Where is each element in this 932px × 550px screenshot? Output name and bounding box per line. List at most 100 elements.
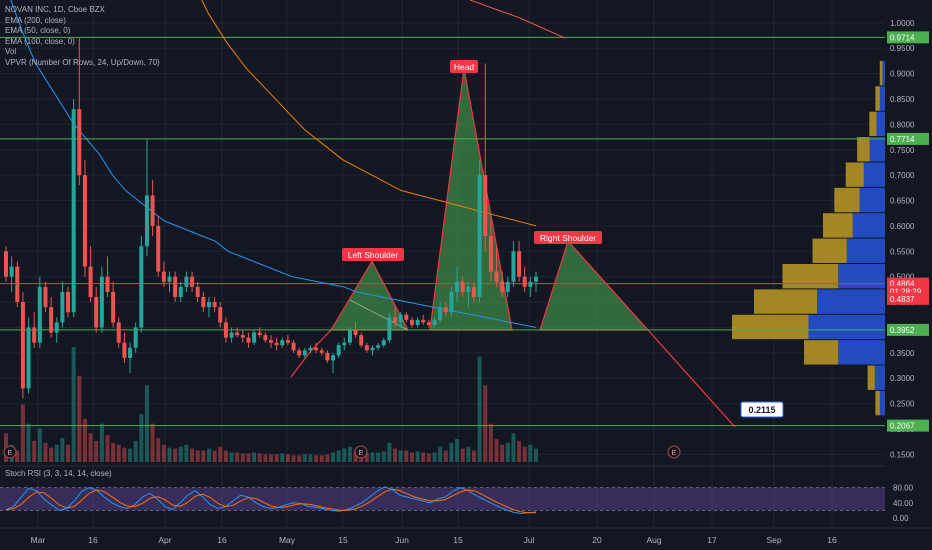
pattern-entry-line bbox=[290, 329, 332, 378]
volume-bar bbox=[66, 444, 71, 462]
volume-bar bbox=[195, 450, 200, 462]
volume-bar bbox=[494, 439, 499, 462]
price-tick-label: 0.3500 bbox=[890, 349, 915, 358]
volume-bar bbox=[20, 404, 25, 462]
time-tick-label: Mar bbox=[31, 535, 46, 545]
stoch-rsi-label[interactable]: Stoch RSI (3, 3, 14, 14, close) bbox=[5, 469, 112, 478]
candle-body bbox=[426, 322, 431, 325]
candle-body bbox=[347, 330, 352, 343]
stoch-band bbox=[0, 487, 885, 511]
vpvr-down-bar bbox=[754, 289, 817, 314]
volume-bar bbox=[415, 451, 420, 462]
candle-body bbox=[223, 322, 228, 338]
time-tick-label: Jun bbox=[395, 535, 409, 545]
candle-body bbox=[105, 276, 110, 292]
volume-bar bbox=[449, 442, 454, 462]
candle-body bbox=[43, 286, 48, 308]
vpvr-down-bar bbox=[875, 390, 880, 416]
horizontal-levels bbox=[0, 36, 885, 427]
ema100-label[interactable]: EMA (100, close, 0) bbox=[5, 36, 75, 46]
volume-bar bbox=[488, 423, 493, 462]
candle-body bbox=[20, 302, 25, 389]
price-badge bbox=[887, 419, 929, 432]
candle-body bbox=[522, 276, 527, 287]
candle-body bbox=[139, 246, 144, 328]
volume-bar bbox=[269, 454, 273, 462]
candle-body bbox=[94, 297, 99, 328]
volume-bar bbox=[314, 455, 319, 462]
volume-bar bbox=[500, 444, 505, 462]
volume-bar bbox=[528, 444, 533, 462]
price-tick-label: 0.7500 bbox=[890, 146, 915, 155]
candle-body bbox=[381, 340, 386, 346]
volume-bar bbox=[246, 453, 251, 462]
volume-bar bbox=[471, 450, 476, 462]
volume-bar bbox=[302, 454, 307, 462]
trend-line bbox=[349, 299, 409, 331]
price-tick-label: 0.6000 bbox=[890, 222, 915, 231]
price-badge-label: 0.7714 bbox=[890, 135, 915, 144]
candle-body bbox=[49, 307, 54, 333]
volume-bar bbox=[94, 440, 99, 462]
candle-body bbox=[15, 266, 20, 303]
vpvr-up-bar bbox=[817, 289, 885, 314]
candle-body bbox=[488, 236, 493, 272]
candle-body bbox=[387, 317, 392, 341]
volume-bar bbox=[331, 452, 336, 462]
candle-body bbox=[252, 332, 257, 343]
volume-bar bbox=[280, 453, 285, 462]
vpvr-down-bar bbox=[732, 314, 809, 340]
candle-body bbox=[302, 350, 307, 356]
volume-bar bbox=[370, 452, 375, 462]
vpvr-label[interactable]: VPVR (Number Of Rows, 24, Up/Down, 70) bbox=[5, 57, 160, 67]
volume-bar bbox=[297, 455, 302, 462]
target-callout: 0.2115 bbox=[740, 401, 784, 418]
ema200-label[interactable]: EMA (200, close) bbox=[5, 15, 66, 25]
candle-body bbox=[404, 314, 409, 320]
volume-bar bbox=[393, 448, 398, 462]
time-tick-label: Sep bbox=[766, 535, 781, 545]
volume-bar bbox=[466, 446, 471, 462]
volume-bar bbox=[426, 453, 431, 462]
ema50-line bbox=[10, 0, 537, 328]
event-circle bbox=[667, 445, 681, 459]
vpvr-down-bar bbox=[834, 187, 860, 213]
volume-bar bbox=[252, 452, 257, 462]
volume-bar bbox=[257, 453, 262, 462]
volume-bar bbox=[421, 452, 426, 462]
vol-label[interactable]: Vol bbox=[5, 47, 17, 56]
price-tick-label: 0.7000 bbox=[890, 171, 915, 180]
volume-bar bbox=[111, 442, 116, 462]
vpvr-down-bar bbox=[875, 86, 880, 111]
symbol-label[interactable]: NOVAN INC, 1D, Cboe BZX bbox=[5, 5, 105, 14]
ema200-line bbox=[469, 0, 566, 39]
right-shoulder-label-text: Right Shoulder bbox=[540, 233, 596, 243]
price-badge-label: 0.4864 bbox=[890, 280, 915, 289]
candle-body bbox=[88, 266, 93, 297]
volume-bar bbox=[387, 442, 392, 462]
time-tick-label: May bbox=[279, 535, 296, 545]
volume-bar bbox=[178, 446, 183, 462]
stoch-k-line bbox=[5, 486, 537, 514]
volume-bar bbox=[291, 455, 296, 462]
price-badge-label: 0.2067 bbox=[890, 422, 915, 431]
candle-body bbox=[477, 175, 482, 297]
vpvr-up-bar bbox=[879, 390, 885, 416]
vpvr-up-bar bbox=[879, 86, 885, 111]
candle-body bbox=[517, 251, 522, 277]
price-badge bbox=[887, 31, 929, 44]
ema50-label[interactable]: EMA (50, close, 0) bbox=[5, 26, 71, 35]
time-axis: Mar 16 Apr 16 May 15 Jun 15 Jul 20 Aug 17 Sep 16 bbox=[0, 527, 932, 550]
right-shoulder-label-bg bbox=[534, 231, 602, 244]
candle-body bbox=[77, 109, 82, 176]
volume-bar bbox=[398, 450, 403, 462]
volume-bar bbox=[99, 423, 104, 462]
vpvr-down-bar bbox=[857, 137, 870, 162]
price-tick-label: 0.1500 bbox=[890, 450, 915, 459]
candle-body bbox=[167, 276, 172, 282]
left-shoulder-label: Left Shoulder bbox=[342, 248, 404, 261]
candle-body bbox=[71, 109, 76, 313]
volume-bar bbox=[144, 385, 149, 462]
